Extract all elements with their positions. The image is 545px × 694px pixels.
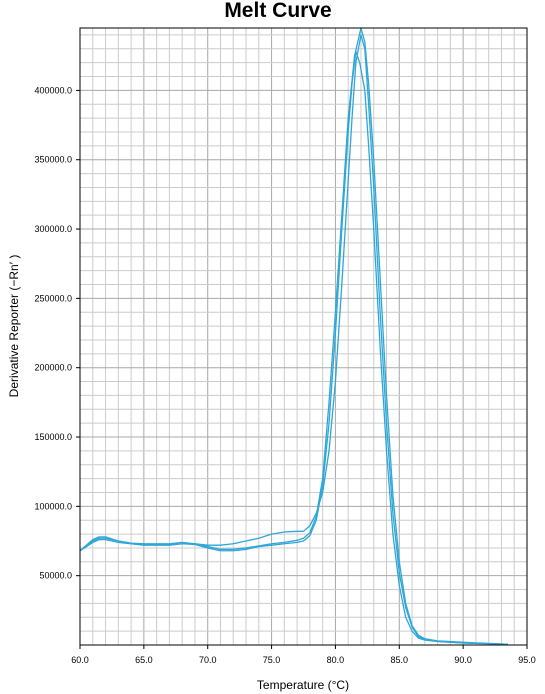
- y-axis-ticks: 50000.0 100000.0 150000.0 200000.0 250000.0 3…: [34, 85, 80, 581]
- x-tick-label: 80.0: [327, 655, 345, 665]
- y-tick-label: 50000.0: [39, 571, 72, 581]
- series-line-1: [79, 34, 508, 645]
- x-axis-label: Temperature (°C): [257, 678, 349, 692]
- x-tick-label: 65.0: [135, 655, 153, 665]
- x-tick-label: 70.0: [199, 655, 217, 665]
- y-tick-label: 250000.0: [34, 293, 72, 303]
- x-tick-label: 75.0: [263, 655, 281, 665]
- x-axis-ticks: 60.0 65.0 70.0 75.0 80.0 85.0 90.0 95.0: [71, 645, 536, 665]
- y-tick-label: 400000.0: [34, 85, 72, 95]
- y-tick-label: 350000.0: [34, 155, 72, 165]
- plot-area: [79, 27, 528, 646]
- plot-frame: [79, 27, 528, 646]
- x-tick-label: 90.0: [454, 655, 472, 665]
- x-tick-label: 95.0: [518, 655, 536, 665]
- y-tick-label: 200000.0: [34, 363, 72, 373]
- y-tick-label: 300000.0: [34, 224, 72, 234]
- series-line-2: [79, 50, 508, 645]
- series-line-3: [79, 27, 508, 645]
- y-tick-label: 100000.0: [34, 501, 72, 511]
- x-tick-label: 60.0: [71, 655, 89, 665]
- y-tick-label: 150000.0: [34, 432, 72, 442]
- y-axis-label: Derivative Reporter (−Rn′ ): [7, 255, 21, 398]
- chart-title: Melt Curve: [224, 0, 331, 22]
- x-tick-label: 85.0: [391, 655, 409, 665]
- plot-background: [80, 28, 527, 645]
